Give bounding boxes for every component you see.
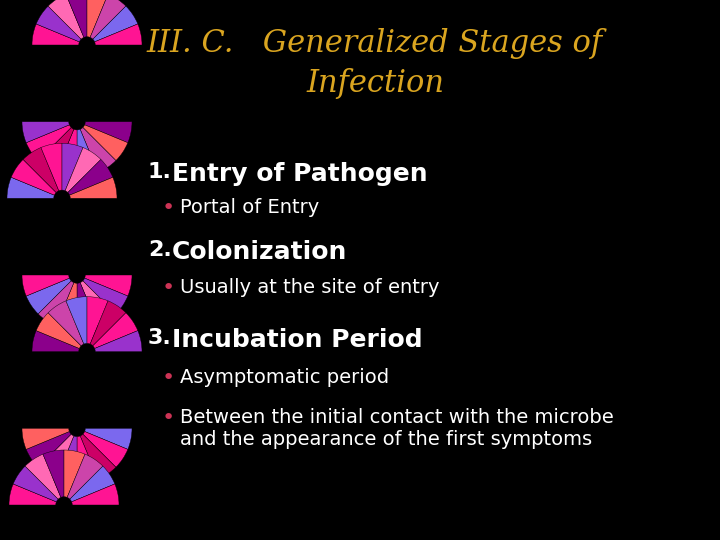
Wedge shape xyxy=(7,177,55,198)
Text: Incubation Period: Incubation Period xyxy=(172,328,423,352)
Wedge shape xyxy=(38,281,74,326)
Text: •: • xyxy=(162,368,175,388)
Wedge shape xyxy=(38,127,74,172)
Text: Colonization: Colonization xyxy=(172,240,347,264)
Wedge shape xyxy=(85,275,132,296)
Wedge shape xyxy=(65,147,101,192)
Wedge shape xyxy=(64,450,85,497)
Text: Portal of Entry: Portal of Entry xyxy=(180,198,319,217)
Wedge shape xyxy=(32,24,79,45)
Wedge shape xyxy=(85,122,132,143)
Wedge shape xyxy=(80,281,116,326)
Wedge shape xyxy=(90,301,126,346)
Wedge shape xyxy=(36,6,81,42)
Wedge shape xyxy=(13,466,58,502)
Wedge shape xyxy=(68,159,113,195)
Wedge shape xyxy=(62,143,83,191)
Wedge shape xyxy=(12,159,56,195)
Wedge shape xyxy=(66,0,87,37)
Text: Infection: Infection xyxy=(306,68,444,99)
Wedge shape xyxy=(48,0,84,39)
Text: III. C.   Generalized Stages of: III. C. Generalized Stages of xyxy=(147,28,603,59)
Wedge shape xyxy=(80,127,116,172)
Wedge shape xyxy=(22,275,69,296)
Wedge shape xyxy=(48,301,84,346)
Wedge shape xyxy=(66,296,87,344)
Wedge shape xyxy=(83,278,128,314)
Wedge shape xyxy=(43,450,64,497)
Wedge shape xyxy=(80,434,116,479)
Wedge shape xyxy=(38,434,74,479)
Text: Between the initial contact with the microbe
and the appearance of the first sym: Between the initial contact with the mic… xyxy=(180,408,613,449)
Wedge shape xyxy=(25,454,61,499)
Wedge shape xyxy=(77,129,98,177)
Wedge shape xyxy=(67,454,103,499)
Wedge shape xyxy=(23,147,59,192)
Wedge shape xyxy=(9,484,56,505)
Wedge shape xyxy=(70,466,114,502)
Wedge shape xyxy=(71,484,119,505)
Wedge shape xyxy=(94,24,142,45)
Wedge shape xyxy=(26,431,71,467)
Text: •: • xyxy=(162,278,175,298)
Text: 2.: 2. xyxy=(148,240,172,260)
Wedge shape xyxy=(94,330,142,352)
Wedge shape xyxy=(56,436,77,483)
Wedge shape xyxy=(22,122,69,143)
Wedge shape xyxy=(77,282,98,330)
Text: •: • xyxy=(162,408,175,428)
Wedge shape xyxy=(36,313,81,348)
Wedge shape xyxy=(87,0,108,37)
Text: •: • xyxy=(162,198,175,218)
Wedge shape xyxy=(41,143,62,191)
Wedge shape xyxy=(85,428,132,449)
Text: Asymptomatic period: Asymptomatic period xyxy=(180,368,389,387)
Wedge shape xyxy=(32,330,79,352)
Wedge shape xyxy=(56,129,77,177)
Text: Entry of Pathogen: Entry of Pathogen xyxy=(172,162,428,186)
Text: Usually at the site of entry: Usually at the site of entry xyxy=(180,278,439,297)
Wedge shape xyxy=(83,125,128,160)
Wedge shape xyxy=(87,296,108,344)
Text: 3.: 3. xyxy=(148,328,172,348)
Wedge shape xyxy=(56,282,77,330)
Wedge shape xyxy=(77,436,98,483)
Wedge shape xyxy=(22,428,69,449)
Wedge shape xyxy=(26,278,71,314)
Wedge shape xyxy=(90,0,126,39)
Wedge shape xyxy=(93,6,138,42)
Wedge shape xyxy=(26,125,71,160)
Wedge shape xyxy=(93,313,138,348)
Wedge shape xyxy=(83,431,128,467)
Text: 1.: 1. xyxy=(148,162,172,182)
Wedge shape xyxy=(70,177,117,198)
